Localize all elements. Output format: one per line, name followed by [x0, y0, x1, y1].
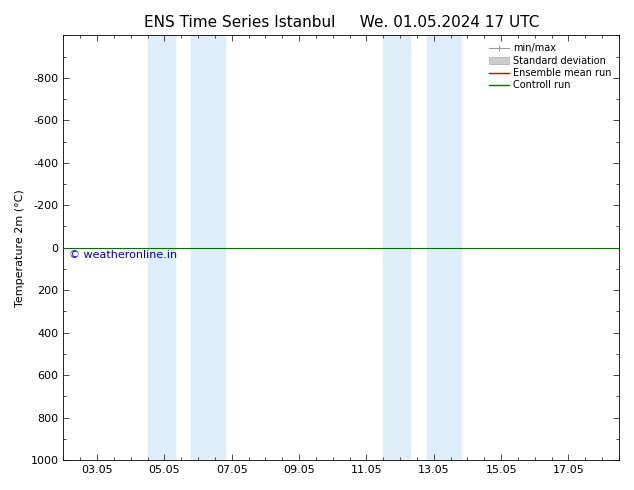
- Bar: [191, 35, 225, 460]
- Y-axis label: Temperature 2m (°C): Temperature 2m (°C): [15, 189, 25, 307]
- Bar: [148, 35, 174, 460]
- Text: © weatheronline.in: © weatheronline.in: [69, 250, 177, 260]
- Bar: [384, 35, 410, 460]
- Title: ENS Time Series Istanbul     We. 01.05.2024 17 UTC: ENS Time Series Istanbul We. 01.05.2024 …: [143, 15, 539, 30]
- Bar: [427, 35, 461, 460]
- Legend: min/max, Standard deviation, Ensemble mean run, Controll run: min/max, Standard deviation, Ensemble me…: [486, 40, 614, 93]
